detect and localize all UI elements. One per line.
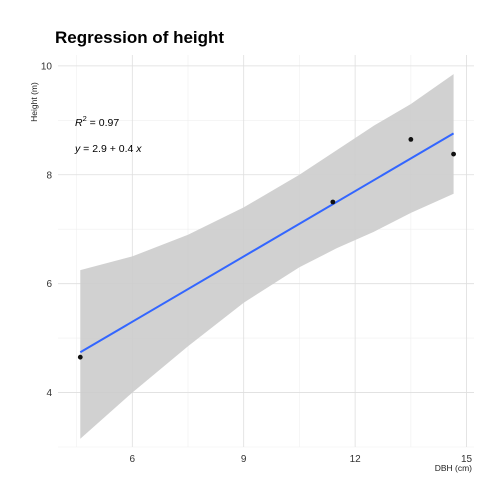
data-points-group bbox=[77, 136, 456, 360]
x-tick-label: 6 bbox=[130, 454, 136, 465]
y-tick-label: 4 bbox=[46, 388, 52, 399]
eq-x: x bbox=[135, 143, 142, 155]
r2-symbol: R bbox=[75, 117, 83, 129]
confidence-band bbox=[80, 74, 454, 439]
data-point bbox=[77, 354, 83, 360]
y-axis-label: Height (m) bbox=[29, 82, 39, 122]
regression-line-group bbox=[79, 132, 455, 354]
equation-annotation: y = 2.9 + 0.4 x bbox=[74, 143, 142, 155]
y-tick-label: 6 bbox=[46, 279, 52, 290]
r-squared-annotation: R2 = 0.97 bbox=[75, 114, 119, 129]
regression-line bbox=[79, 132, 455, 354]
y-tick-label: 8 bbox=[46, 170, 52, 181]
data-point bbox=[330, 199, 336, 205]
x-tick-label: 15 bbox=[461, 454, 473, 465]
y-tick-label: 10 bbox=[41, 61, 53, 72]
tick-labels-group: 6 9 12 15 4 6 8 10 bbox=[41, 61, 473, 465]
eq-y: y bbox=[74, 143, 81, 155]
confidence-band-group bbox=[80, 74, 454, 439]
r2-value: = 0.97 bbox=[87, 117, 120, 129]
r2-superscript: 2 bbox=[83, 114, 87, 123]
data-point bbox=[408, 136, 414, 142]
x-tick-label: 9 bbox=[241, 454, 247, 465]
chart-title: Regression of height bbox=[55, 28, 224, 47]
data-point bbox=[451, 151, 456, 157]
x-axis-label: DBH (cm) bbox=[435, 463, 472, 473]
eq-coefficients: = 2.9 + 0.4 bbox=[80, 143, 136, 155]
x-tick-label: 12 bbox=[350, 454, 362, 465]
